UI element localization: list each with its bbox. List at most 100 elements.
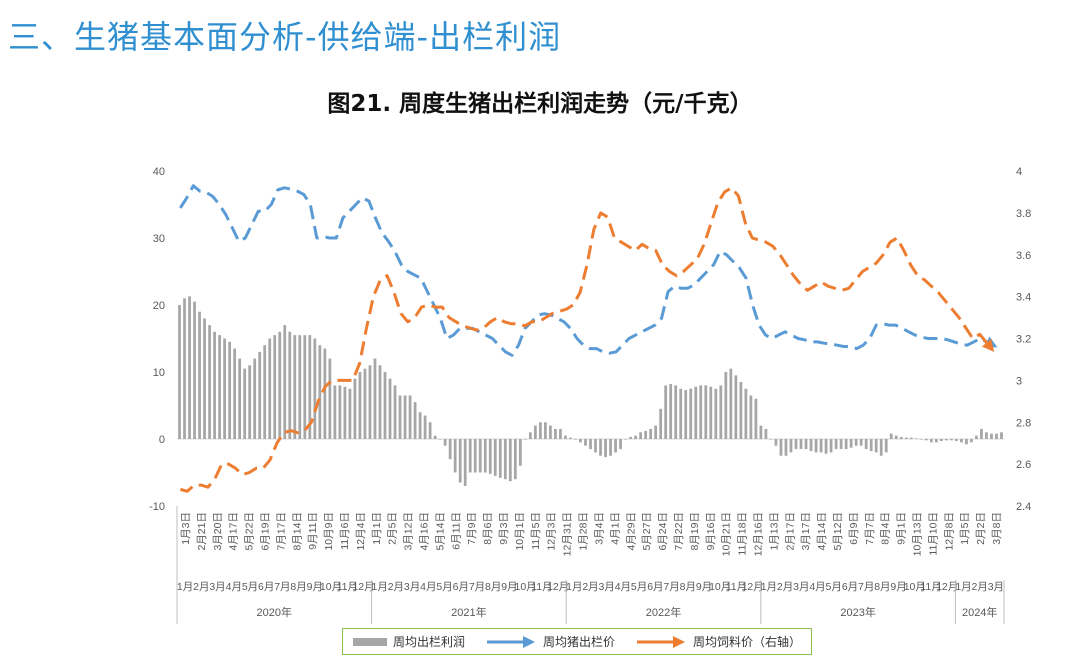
week-tick-label: 10月13日 xyxy=(912,512,924,556)
profit-bar xyxy=(704,385,708,439)
profit-bar xyxy=(584,439,587,446)
profit-bar xyxy=(564,435,567,439)
week-tick-label: 8月6日 xyxy=(482,512,494,545)
profit-bar xyxy=(428,422,432,439)
profit-bar xyxy=(904,437,908,439)
series-line xyxy=(179,186,988,493)
month-tick-label: 3月 xyxy=(209,581,225,593)
week-tick-label: 3月4日 xyxy=(594,512,606,545)
profit-bar xyxy=(589,439,592,450)
month-tick-label: 8月 xyxy=(680,581,696,593)
month-tick-label: 11月 xyxy=(337,581,358,593)
week-tick-label: 10月9日 xyxy=(323,512,335,551)
chart-lines xyxy=(179,184,998,493)
month-tick-label: 9月 xyxy=(307,581,323,593)
week-tick-label: 1月28日 xyxy=(578,512,590,551)
profit-bar xyxy=(649,428,653,439)
profit-bar xyxy=(995,433,998,439)
profit-bar xyxy=(253,358,257,439)
profit-bar xyxy=(183,298,186,439)
profit-bar xyxy=(634,435,637,439)
month-tick-label: 2月 xyxy=(388,581,404,593)
right-axis-tick-label: 3.4 xyxy=(1016,292,1031,304)
profit-bar xyxy=(759,425,763,439)
profit-bar xyxy=(363,368,367,439)
profit-bar xyxy=(203,318,206,439)
right-axis-tick-label: 2.6 xyxy=(1016,459,1031,471)
month-tick-label: 10月 xyxy=(320,581,342,593)
profit-bar xyxy=(579,439,582,443)
month-tick-label: 2月 xyxy=(777,581,793,593)
week-tick-label: 8月4日 xyxy=(880,512,892,545)
week-tick-label: 12月4日 xyxy=(355,512,367,551)
profit-bar xyxy=(554,428,557,439)
chart-axes: -10 0 10 20 30 40 2.4 2.6 2.8 3 3.2 3.4 3.6 3.8 4 1月3日 2… xyxy=(149,166,1031,624)
profit-bar xyxy=(990,433,993,439)
month-tick-label: 6月 xyxy=(453,581,469,593)
profit-bar xyxy=(985,432,988,439)
profit-bar xyxy=(799,439,803,450)
month-tick-label: 8月 xyxy=(290,581,306,593)
year-label: 2020年 xyxy=(257,605,292,619)
profit-bar xyxy=(874,439,878,453)
profit-bar xyxy=(694,386,698,439)
week-tick-label: 1月3日 xyxy=(180,512,192,545)
week-tick-label: 9月1日 xyxy=(896,512,908,545)
profit-bar xyxy=(413,402,417,439)
left-axis-tick-label: 0 xyxy=(159,434,165,446)
week-tick-label: 4月14日 xyxy=(816,512,828,551)
profit-bar xyxy=(328,358,332,439)
profit-bar xyxy=(739,382,743,439)
profit-bar xyxy=(814,439,818,453)
profit-bar xyxy=(844,439,848,450)
month-tick-label: 6月 xyxy=(842,581,858,593)
profit-bar xyxy=(223,338,226,439)
week-tick-label: 7月22日 xyxy=(673,512,685,551)
profit-bar xyxy=(228,341,232,439)
right-axis-tick-label: 2.8 xyxy=(1016,417,1031,429)
profit-bar xyxy=(248,365,252,439)
profit-bar xyxy=(368,365,372,439)
month-tick-label: 1月 xyxy=(566,581,582,593)
profit-bar xyxy=(393,385,397,439)
profit-bar xyxy=(488,439,492,474)
profit-bar xyxy=(604,439,607,458)
legend-arrow-orange-icon xyxy=(636,635,685,648)
chart-legend: 周均出栏利润 周均猪出栏价 周均饲料价（右轴） xyxy=(342,628,812,655)
legend-item-hog-price: 周均猪出栏价 xyxy=(485,633,615,650)
profit-bar xyxy=(383,372,387,439)
week-tick-label: 5月27日 xyxy=(641,512,653,551)
profit-bar xyxy=(975,435,978,439)
month-tick-label: 5月 xyxy=(826,581,842,593)
profit-bar xyxy=(198,311,201,439)
month-tick-label: 6月 xyxy=(258,581,274,593)
profit-bar xyxy=(559,428,562,439)
profit-bar xyxy=(283,325,287,439)
profit-bar xyxy=(468,439,472,473)
chart-title: 图21. 周度生猪出栏利润走势（元/千克） xyxy=(327,91,753,117)
profit-bar xyxy=(273,335,277,439)
profit-bar xyxy=(288,331,292,439)
month-tick-label: 7月 xyxy=(469,581,485,593)
week-tick-label: 2月5日 xyxy=(387,512,399,545)
month-tick-label: 5月 xyxy=(242,581,258,593)
month-tick-label: 1月 xyxy=(177,581,193,593)
profit-bar xyxy=(1000,432,1003,439)
month-tick-label: 6月 xyxy=(647,581,663,593)
profit-bar xyxy=(569,437,572,439)
profit-bar xyxy=(323,348,327,439)
month-tick-label: 1月 xyxy=(955,581,971,593)
month-tick-label: 12月 xyxy=(742,581,764,593)
right-axis-tick-label: 3.6 xyxy=(1016,250,1031,262)
profit-bar xyxy=(453,439,457,473)
profit-bar xyxy=(724,372,728,439)
week-tick-label: 1月13日 xyxy=(768,512,780,551)
profit-bar xyxy=(804,439,808,450)
profit-bar xyxy=(243,368,247,439)
profit-bar xyxy=(523,439,527,440)
profit-bar xyxy=(789,439,793,453)
right-axis-tick-label: 4 xyxy=(1016,166,1022,178)
month-tick-label: 1月 xyxy=(372,581,388,593)
week-tick-label: 10月1日 xyxy=(514,512,526,551)
week-tick-label: 4月1日 xyxy=(609,512,621,545)
